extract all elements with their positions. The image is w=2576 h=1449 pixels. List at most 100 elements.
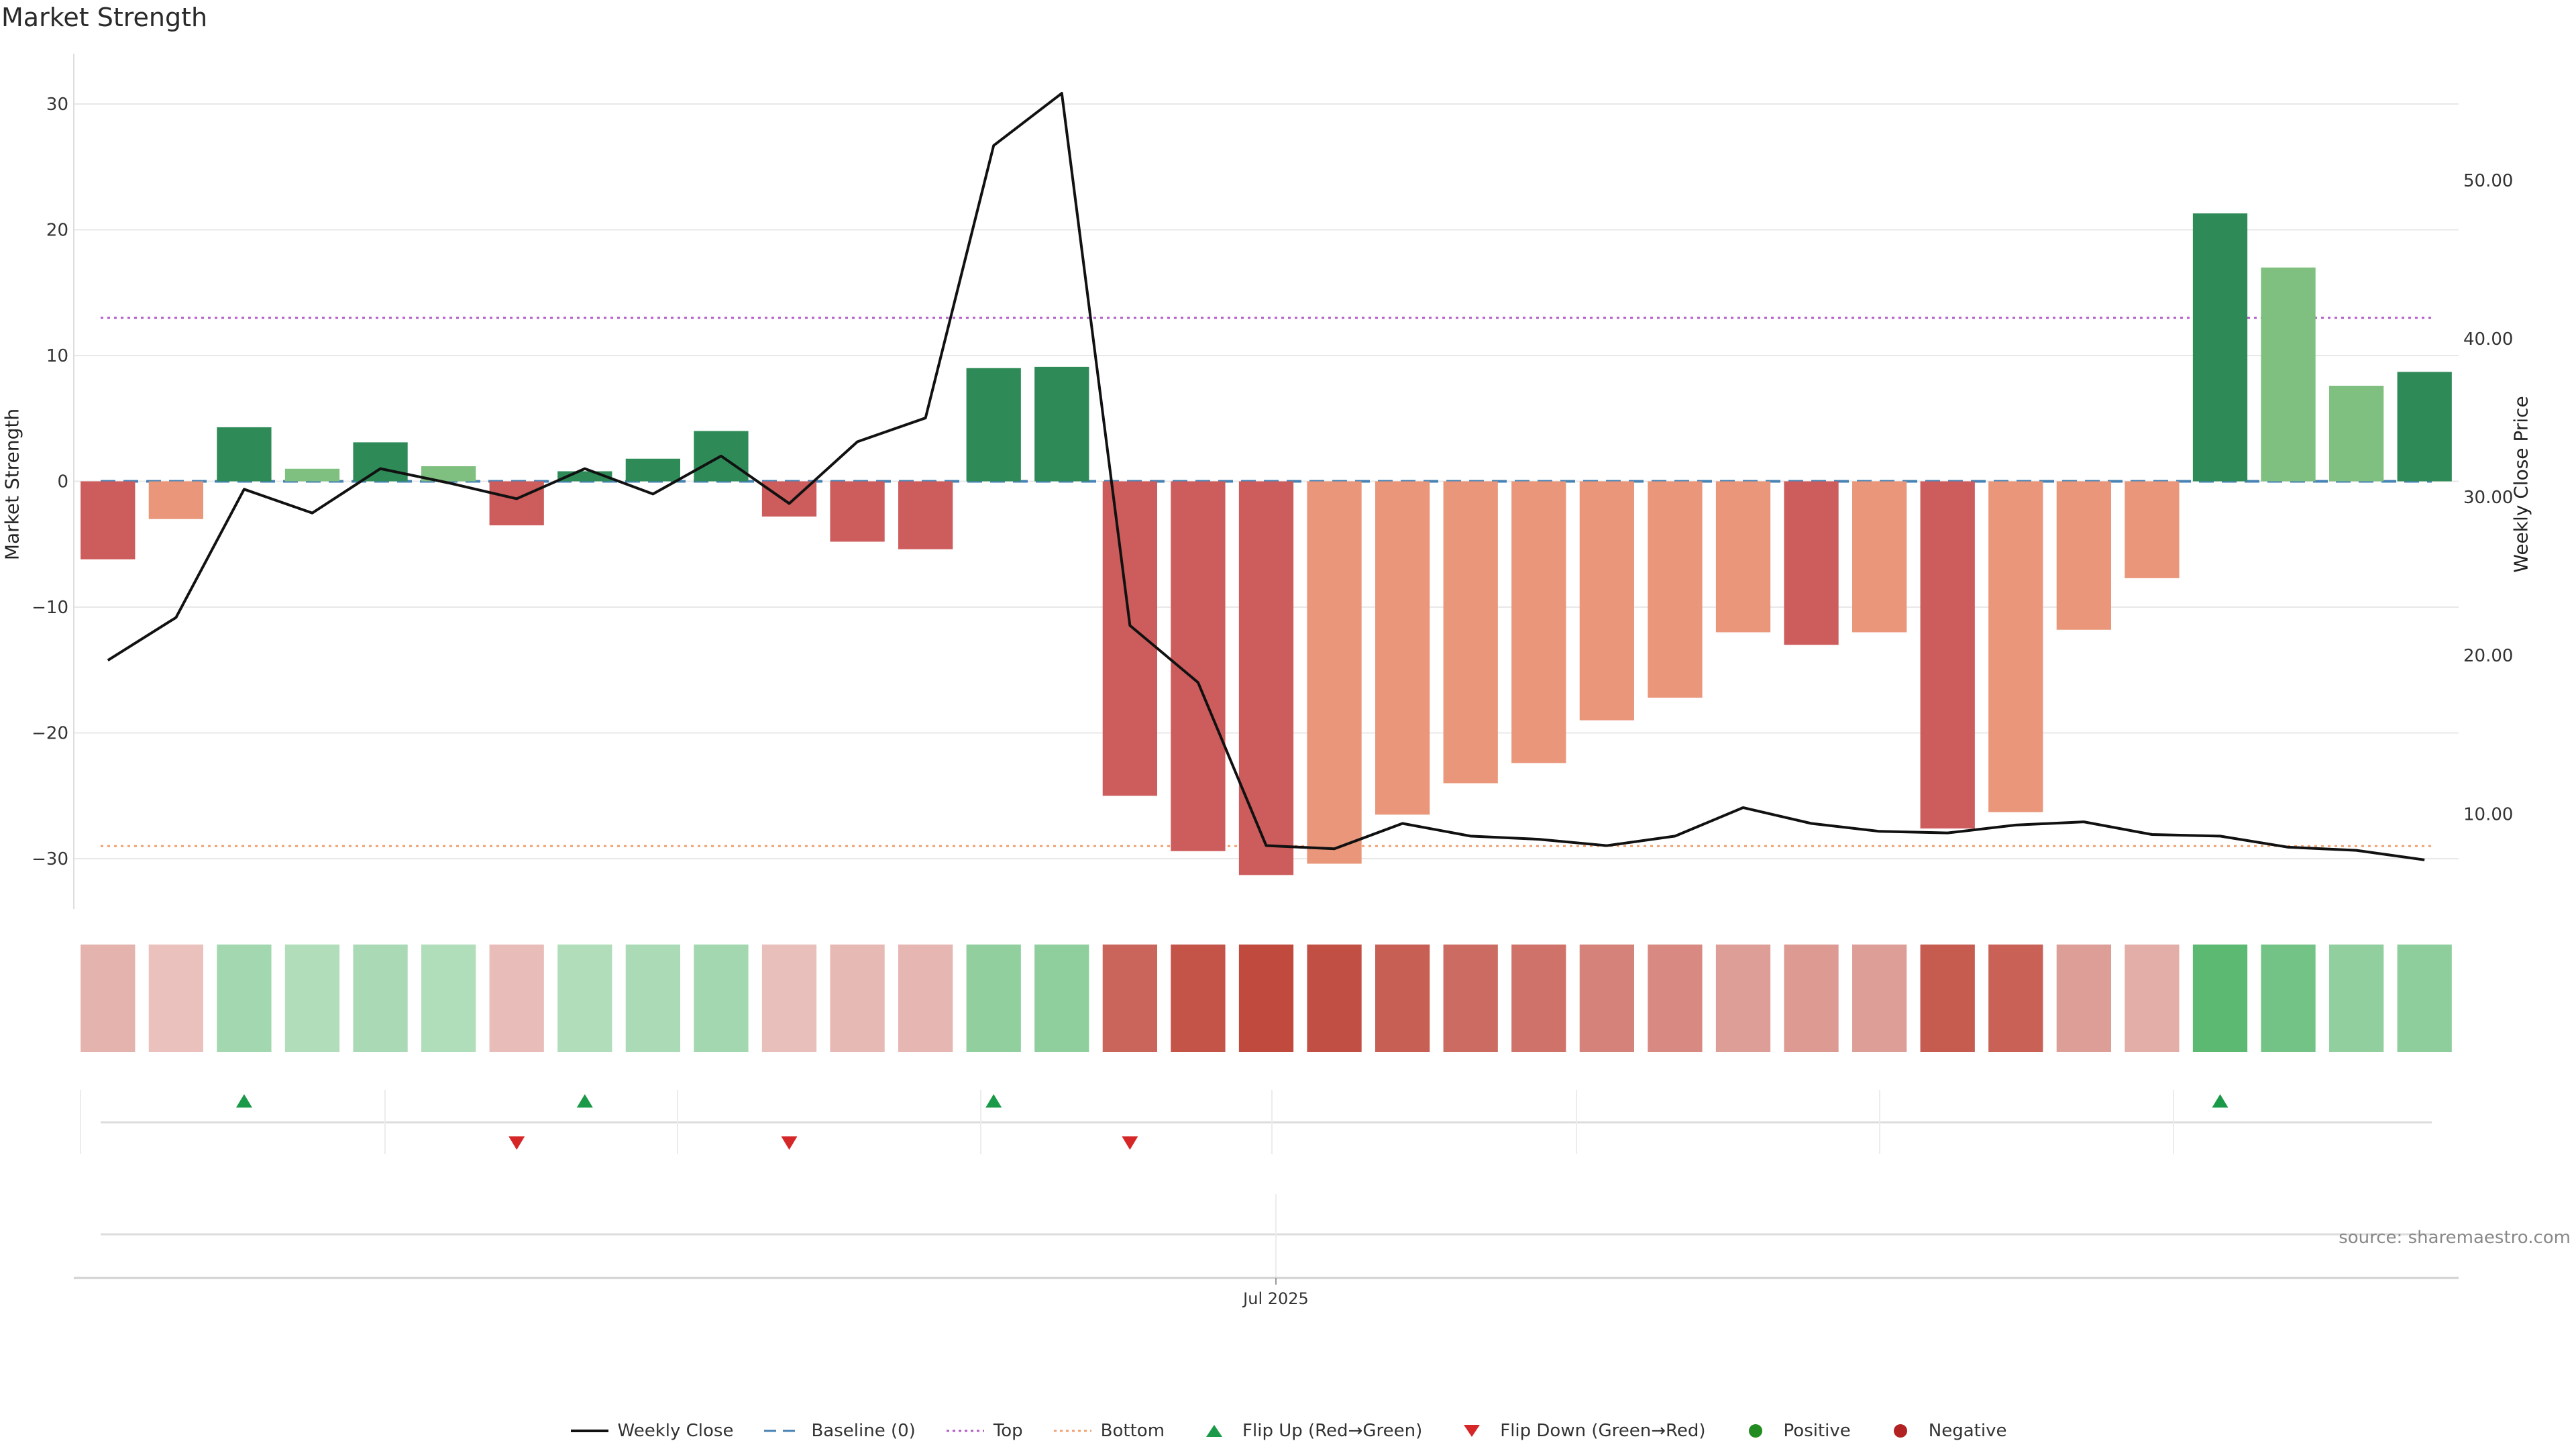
heat-cell (1307, 945, 1362, 1052)
legend-label: Baseline (0) (811, 1421, 916, 1441)
dotted-line-icon (1053, 1430, 1091, 1432)
strength-bar (1920, 481, 1975, 828)
heat-cell (1648, 945, 1703, 1052)
flip-up-marker (235, 1094, 252, 1108)
y-tick-label-left: 10 (46, 346, 68, 366)
y-tick-label-right: 50.00 (2463, 171, 2513, 191)
flip-up-marker (2212, 1094, 2229, 1108)
heat-cell (2125, 945, 2180, 1052)
strength-bar (2192, 213, 2248, 482)
heat-cell (1034, 945, 1089, 1052)
y-tick-label-left: −20 (32, 724, 68, 744)
heat-cell (2397, 945, 2452, 1052)
strength-bar (80, 481, 136, 559)
heat-cell (284, 945, 340, 1052)
heat-cell (148, 945, 203, 1052)
strength-bar (284, 468, 340, 482)
heat-strip (80, 945, 2452, 1052)
heat-cell (1852, 945, 1907, 1052)
flip-down-marker (781, 1136, 798, 1150)
legend-item: Negative (1880, 1421, 2007, 1441)
bar-series (80, 213, 2452, 875)
triangle-down-icon (1464, 1425, 1481, 1437)
y-tick-label-right: 20.00 (2463, 646, 2513, 666)
heat-cell (2056, 945, 2111, 1052)
y-tick-label-left: −30 (32, 849, 68, 869)
strength-bar (1988, 481, 2043, 812)
strength-bar (2329, 386, 2384, 482)
strength-bar (148, 481, 203, 519)
heat-cell (1579, 945, 1634, 1052)
strength-bar (1102, 481, 1157, 796)
heat-cell (557, 945, 612, 1052)
strength-bar (1784, 481, 1839, 645)
flip-up-marker (576, 1094, 593, 1108)
strength-bar (421, 466, 476, 482)
heat-cell (2329, 945, 2384, 1052)
legend-item: Baseline (0) (763, 1421, 916, 1441)
heat-cell (1443, 945, 1498, 1052)
y-tick-label-right: 30.00 (2463, 488, 2513, 508)
heat-cell (1511, 945, 1566, 1052)
legend-item: Flip Up (Red→Green) (1194, 1421, 1422, 1441)
heat-cell (421, 945, 476, 1052)
x-tick-label: Jul 2025 (1242, 1289, 1309, 1308)
strength-bar (489, 481, 544, 526)
flip-down-marker (1122, 1136, 1138, 1150)
weekly-close-series (107, 92, 2425, 861)
heat-cell (353, 945, 408, 1052)
flip-up-marker (985, 1094, 1002, 1108)
y-axis-label-right: Weekly Close Price (2510, 396, 2532, 573)
heat-cell (830, 945, 885, 1052)
y-tick-label-right: 40.00 (2463, 329, 2513, 350)
y-tick-label-left: 0 (57, 472, 68, 492)
heat-cell (1238, 945, 1294, 1052)
strength-bar (2261, 267, 2316, 482)
y-tick-label-left: −10 (32, 598, 68, 618)
strength-bar (1238, 481, 1294, 875)
strength-bar (1715, 481, 1771, 633)
legend-item: Weekly Close (570, 1421, 734, 1441)
strength-bar (1511, 481, 1566, 763)
heat-cell (80, 945, 136, 1052)
dot-icon (1748, 1424, 1762, 1438)
legend: Weekly Close Baseline (0) Top Bottom Flip Up… (0, 1421, 2576, 1441)
legend-label: Top (993, 1421, 1023, 1441)
strength-bar (830, 481, 885, 542)
legend-item: Top (945, 1421, 1023, 1441)
legend-label: Negative (1928, 1421, 2007, 1441)
triangle-up-icon (1206, 1425, 1223, 1437)
dashed-line-icon (764, 1430, 802, 1432)
heat-cell (1171, 945, 1226, 1052)
strength-bar (2397, 372, 2452, 482)
strength-bar (1375, 481, 1430, 815)
legend-label: Weekly Close (617, 1421, 734, 1441)
legend-label: Flip Up (Red→Green) (1242, 1421, 1423, 1441)
y-tick-label-left: 30 (46, 95, 68, 115)
heat-cell (694, 945, 749, 1052)
heat-cell (1102, 945, 1157, 1052)
y-axis-label-left: Market Strength (1, 408, 23, 561)
heat-cell (966, 945, 1021, 1052)
weekly-close-line (107, 92, 2425, 861)
strength-bar (1034, 366, 1089, 482)
strength-bar (1443, 481, 1498, 784)
timeline-axis: Jul 2025 (74, 1194, 2459, 1308)
heat-cell (1920, 945, 1975, 1052)
heat-cell (761, 945, 817, 1052)
solid-line-icon (570, 1430, 608, 1432)
strength-bar (2125, 481, 2180, 578)
strength-bar (1852, 481, 1907, 633)
dot-icon (1893, 1424, 1907, 1438)
heat-cell (2192, 945, 2248, 1052)
heat-cell (1784, 945, 1839, 1052)
dotted-line-icon (946, 1430, 984, 1432)
strength-bar (1579, 481, 1634, 720)
legend-item: Positive (1735, 1421, 1851, 1441)
legend-label: Positive (1783, 1421, 1851, 1441)
strength-bar (1307, 481, 1362, 864)
legend-label: Flip Down (Green→Red) (1500, 1421, 1706, 1441)
strength-bar (966, 368, 1021, 482)
chart-title: Market Strength (1, 3, 208, 32)
